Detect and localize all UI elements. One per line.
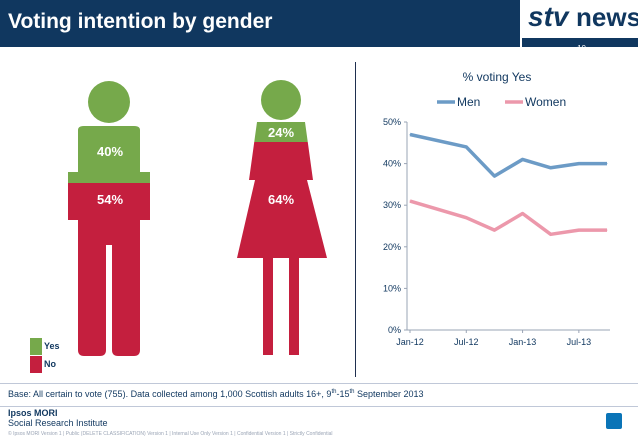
header: Voting intention by gender stv news 10 bbox=[0, 0, 638, 53]
data-point-men bbox=[465, 146, 467, 148]
y-tick-label: 0% bbox=[388, 325, 401, 335]
base-note-sup2: th bbox=[349, 389, 355, 395]
y-tick-label: 10% bbox=[383, 283, 401, 293]
base-note: Base: All certain to vote (755). Data co… bbox=[0, 383, 638, 407]
data-point-men bbox=[578, 163, 580, 165]
legend-yes-label: Yes bbox=[44, 341, 60, 351]
data-point-men bbox=[522, 158, 524, 160]
line-chart: % voting Yes Men Women 0% 10% 20% 30% 40% 50% J… bbox=[383, 70, 610, 347]
stv-news-logo: stv news bbox=[528, 1, 638, 32]
y-tick-label: 30% bbox=[383, 200, 401, 210]
legend-yes-swatch bbox=[30, 338, 42, 355]
chart-legend: Men Women bbox=[437, 95, 566, 109]
data-point-men bbox=[550, 167, 552, 169]
x-tick-label: Jan-12 bbox=[396, 337, 424, 347]
women-no-area bbox=[237, 142, 327, 355]
men-yes-area bbox=[68, 81, 150, 183]
ipsos-brand-sub: Social Research Institute bbox=[8, 418, 108, 428]
base-note-sup1: th bbox=[331, 389, 337, 395]
x-tick-label: Jan-13 bbox=[509, 337, 537, 347]
series-line-men bbox=[409, 132, 607, 178]
chart-title: % voting Yes bbox=[463, 70, 532, 84]
y-tick-label: 20% bbox=[383, 242, 401, 252]
women-figure bbox=[237, 80, 327, 355]
title-bar: Voting intention by gender bbox=[0, 0, 520, 47]
chart-series bbox=[409, 132, 608, 237]
logo-news-text: news bbox=[576, 2, 638, 32]
base-note-prefix: Base: All certain to vote (755). Data co… bbox=[8, 389, 332, 399]
women-yes-label: 24% bbox=[267, 125, 295, 140]
y-tick-label: 50% bbox=[383, 117, 401, 127]
data-point-women bbox=[550, 233, 552, 235]
data-point-women bbox=[465, 217, 467, 219]
men-no-label: 54% bbox=[96, 192, 124, 207]
chart-axes: 0% 10% 20% 30% 40% 50% Jan-12 Jul-12 Jan-13 Jul-1… bbox=[383, 117, 610, 347]
page-strip bbox=[522, 38, 638, 47]
women-no-label: 64% bbox=[267, 192, 295, 207]
ipsos-brand-name: Ipsos MORI bbox=[8, 408, 58, 418]
data-point-women bbox=[606, 229, 608, 231]
legend-yes: Yes bbox=[30, 338, 150, 355]
footer-classification: © Ipsos MORI Version 1 | Public (DELETE … bbox=[8, 431, 333, 437]
x-tick-label: Jul-13 bbox=[567, 337, 592, 347]
legend-no-label: No bbox=[44, 359, 56, 369]
data-point-men bbox=[493, 175, 495, 177]
divider bbox=[355, 62, 356, 377]
data-point-women bbox=[522, 213, 524, 215]
data-point-women bbox=[578, 229, 580, 231]
base-note-suffix: September 2013 bbox=[354, 389, 424, 399]
data-point-women bbox=[409, 200, 411, 202]
svg-text:stv: stv bbox=[528, 1, 570, 32]
ipsos-badge-icon bbox=[606, 413, 622, 429]
y-tick-label: 40% bbox=[383, 159, 401, 169]
data-point-men bbox=[606, 163, 608, 165]
ipsos-brand: Ipsos MORI Social Research Institute bbox=[8, 408, 108, 428]
legend-no: No bbox=[30, 356, 150, 373]
legend-label-men: Men bbox=[457, 95, 480, 109]
page-title: Voting intention by gender bbox=[8, 10, 273, 33]
data-point-men bbox=[409, 133, 411, 135]
men-figure bbox=[68, 81, 150, 356]
legend-no-swatch bbox=[30, 356, 42, 373]
page-number: 10 bbox=[577, 44, 586, 53]
base-note-text: Base: All certain to vote (755). Data co… bbox=[8, 389, 424, 399]
men-yes-label: 40% bbox=[96, 144, 124, 159]
data-point-women bbox=[493, 229, 495, 231]
x-tick-label: Jul-12 bbox=[454, 337, 479, 347]
legend-label-women: Women bbox=[525, 95, 566, 109]
base-note-mid: -15 bbox=[336, 389, 350, 399]
series-line-women bbox=[409, 199, 607, 237]
